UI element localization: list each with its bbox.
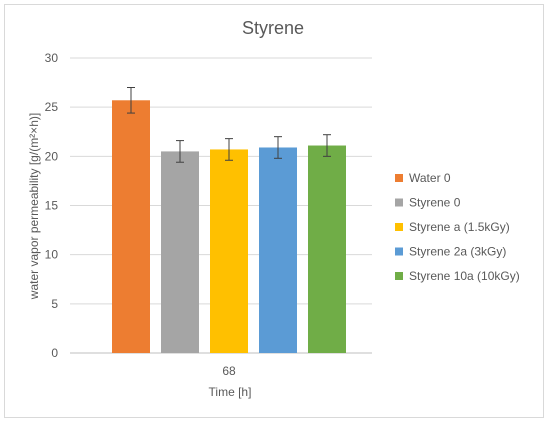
legend-label-5: Styrene 10a (10kGy) [409, 269, 520, 283]
legend-label-3: Styrene a (1.5kGy) [409, 220, 510, 234]
legend-swatch-4 [395, 247, 403, 256]
chart-title: Styrene [242, 18, 304, 38]
legend-swatch-5 [395, 272, 403, 280]
bar-2 [161, 151, 199, 353]
x-axis-label: Time [h] [209, 385, 252, 399]
y-tick-label-10: 10 [45, 248, 59, 262]
y-tick-label-0: 0 [51, 346, 58, 360]
error-bars [127, 87, 331, 163]
y-axis-label: water vapor permeability [g/(m²×h)] [27, 113, 41, 300]
bar-3 [210, 149, 248, 353]
x-tick-label-1: 68 [222, 364, 236, 378]
y-tick-label-30: 30 [45, 51, 59, 65]
legend-swatch-2 [395, 198, 403, 207]
bar-1 [112, 100, 150, 354]
legend-label-2: Styrene 0 [409, 196, 461, 210]
legend: Water 0 Styrene 0 Styrene a (1.5kGy) Styren… [395, 171, 520, 283]
bar-4 [259, 147, 297, 353]
bars [112, 100, 346, 354]
x-tick-labels: 68 [222, 364, 236, 378]
legend-swatch-3 [395, 223, 403, 231]
y-tick-label-15: 15 [45, 199, 59, 213]
legend-label-1: Water 0 [409, 171, 451, 185]
legend-label-4: Styrene 2a (3kGy) [409, 245, 506, 259]
y-tick-label-20: 20 [45, 149, 59, 163]
y-tick-label-5: 5 [51, 297, 58, 311]
legend-swatch-1 [395, 174, 403, 182]
y-tick-label-25: 25 [45, 100, 59, 114]
y-tick-labels: 0 5 10 15 20 25 30 [45, 51, 59, 360]
bar-5 [308, 145, 346, 353]
